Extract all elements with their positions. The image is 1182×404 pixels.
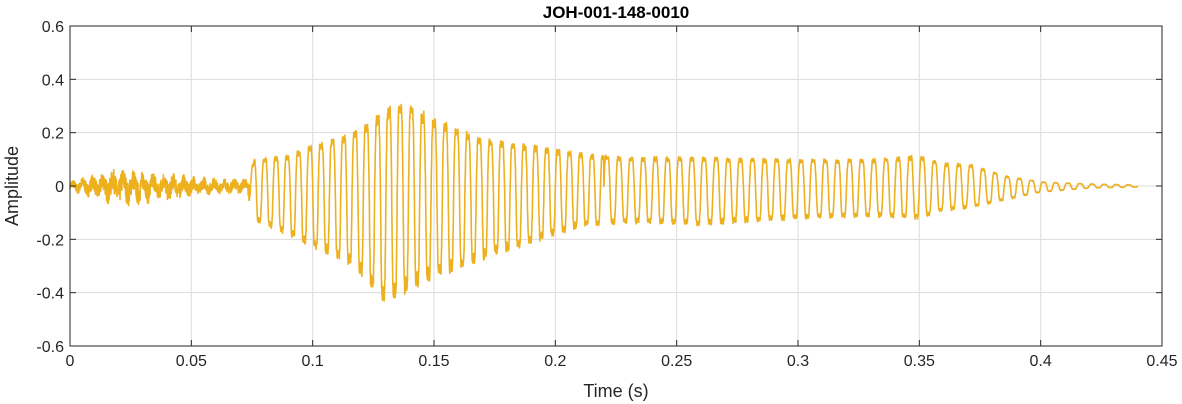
y-axis-label: Amplitude bbox=[2, 146, 22, 226]
waveform-layer bbox=[69, 103, 1139, 302]
y-tick-label: 0 bbox=[55, 179, 64, 196]
y-tick-label: -0.6 bbox=[36, 339, 64, 356]
x-tick-labels: 0 0.05 0.1 0.15 0.2 0.25 0.3 0.35 0.4 0.45 bbox=[66, 353, 1178, 370]
x-tick-label: 0.25 bbox=[661, 353, 692, 370]
chart-title: JOH-001-148-0010 bbox=[543, 3, 689, 22]
x-tick-label: 0.4 bbox=[1030, 353, 1052, 370]
x-tick-label: 0.3 bbox=[787, 353, 809, 370]
x-tick-label: 0.05 bbox=[176, 353, 207, 370]
y-tick-label: -0.2 bbox=[36, 232, 64, 249]
x-tick-label: 0.35 bbox=[904, 353, 935, 370]
x-tick-label: 0 bbox=[66, 353, 75, 370]
x-tick-label: 0.2 bbox=[544, 353, 566, 370]
ticks bbox=[69, 25, 1163, 347]
y-tick-label: -0.4 bbox=[36, 286, 64, 303]
waveform-line bbox=[69, 103, 1139, 302]
x-tick-label: 0.45 bbox=[1146, 353, 1177, 370]
y-tick-label: 0.2 bbox=[42, 126, 64, 143]
x-tick-label: 0.1 bbox=[302, 353, 324, 370]
x-tick-label: 0.15 bbox=[418, 353, 449, 370]
y-tick-label: 0.6 bbox=[42, 19, 64, 36]
y-tick-labels: -0.6 -0.4 -0.2 0 0.2 0.4 0.6 bbox=[36, 19, 64, 356]
x-axis-label: Time (s) bbox=[583, 381, 648, 401]
y-tick-label: 0.4 bbox=[42, 72, 64, 89]
